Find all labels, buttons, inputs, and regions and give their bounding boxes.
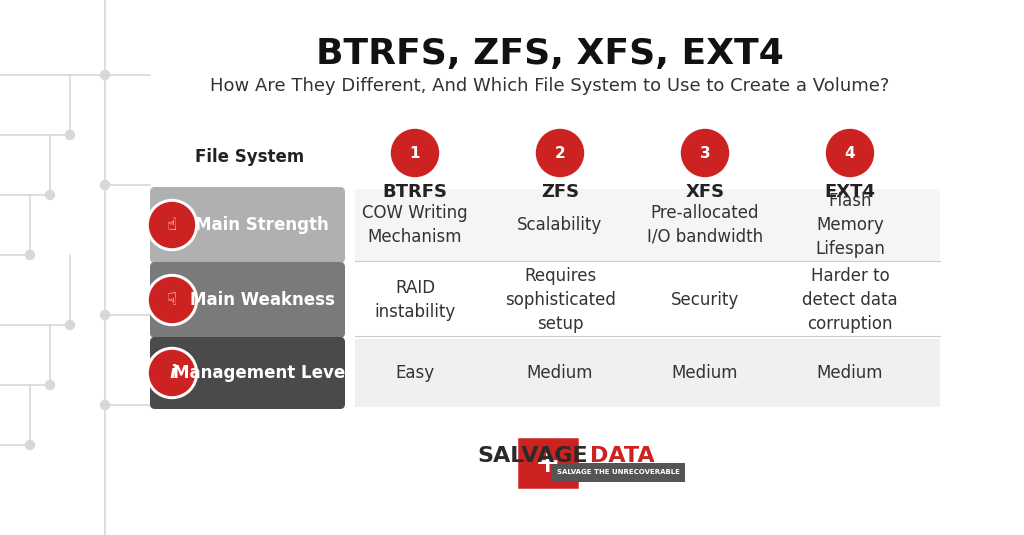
FancyBboxPatch shape bbox=[551, 463, 685, 482]
Circle shape bbox=[824, 127, 876, 179]
Text: Management Level: Management Level bbox=[173, 364, 351, 382]
Circle shape bbox=[150, 278, 195, 323]
Text: Flash
Memory
Lifespan: Flash Memory Lifespan bbox=[815, 193, 885, 257]
Text: 2: 2 bbox=[555, 146, 565, 160]
Text: Requires
sophisticated
setup: Requires sophisticated setup bbox=[505, 268, 615, 333]
Circle shape bbox=[535, 127, 586, 179]
FancyBboxPatch shape bbox=[150, 187, 345, 263]
Text: EXT4: EXT4 bbox=[824, 183, 876, 201]
Text: Main Weakness: Main Weakness bbox=[189, 291, 335, 309]
Circle shape bbox=[826, 129, 873, 177]
Text: Medium: Medium bbox=[817, 364, 884, 382]
Circle shape bbox=[26, 440, 35, 449]
FancyBboxPatch shape bbox=[355, 264, 940, 336]
Text: 1: 1 bbox=[410, 146, 420, 160]
Text: How Are They Different, And Which File System to Use to Create a Volume?: How Are They Different, And Which File S… bbox=[210, 77, 890, 95]
Text: Pre-allocated
I/O bandwidth: Pre-allocated I/O bandwidth bbox=[647, 204, 763, 246]
Circle shape bbox=[146, 348, 198, 399]
Text: BTRFS: BTRFS bbox=[383, 183, 447, 201]
Text: +: + bbox=[536, 448, 561, 478]
Text: Medium: Medium bbox=[526, 364, 593, 382]
FancyBboxPatch shape bbox=[516, 436, 580, 490]
Text: SALVAGE THE UNRECOVERABLE: SALVAGE THE UNRECOVERABLE bbox=[557, 470, 680, 476]
Text: BTRFS, ZFS, XFS, EXT4: BTRFS, ZFS, XFS, EXT4 bbox=[316, 37, 784, 71]
Text: RAID
instability: RAID instability bbox=[375, 279, 456, 321]
Text: 4: 4 bbox=[845, 146, 855, 160]
FancyBboxPatch shape bbox=[150, 337, 345, 409]
Text: ☝: ☝ bbox=[167, 216, 177, 234]
FancyBboxPatch shape bbox=[150, 262, 345, 338]
Text: DATA: DATA bbox=[590, 446, 654, 466]
Circle shape bbox=[100, 310, 110, 319]
Text: SALVAGE: SALVAGE bbox=[477, 446, 588, 466]
Circle shape bbox=[100, 71, 110, 80]
Circle shape bbox=[389, 127, 440, 179]
Circle shape bbox=[100, 180, 110, 189]
Circle shape bbox=[391, 129, 438, 177]
Text: Main Strength: Main Strength bbox=[196, 216, 329, 234]
Text: File System: File System bbox=[196, 148, 304, 166]
Text: 3: 3 bbox=[699, 146, 711, 160]
Circle shape bbox=[150, 350, 195, 395]
Text: COW Writing
Mechanism: COW Writing Mechanism bbox=[362, 204, 468, 246]
FancyBboxPatch shape bbox=[355, 339, 940, 407]
Text: i: i bbox=[169, 364, 175, 382]
Text: Harder to
detect data
corruption: Harder to detect data corruption bbox=[802, 268, 898, 333]
Circle shape bbox=[537, 129, 584, 177]
Text: Security: Security bbox=[671, 291, 739, 309]
Circle shape bbox=[45, 380, 54, 389]
Circle shape bbox=[100, 401, 110, 409]
Text: ZFS: ZFS bbox=[541, 183, 579, 201]
FancyBboxPatch shape bbox=[355, 189, 940, 261]
Circle shape bbox=[45, 190, 54, 200]
Text: Medium: Medium bbox=[672, 364, 738, 382]
Circle shape bbox=[26, 250, 35, 259]
Circle shape bbox=[146, 200, 198, 250]
Text: Easy: Easy bbox=[395, 364, 434, 382]
Circle shape bbox=[66, 320, 75, 330]
Text: Scalability: Scalability bbox=[517, 216, 603, 234]
Circle shape bbox=[66, 131, 75, 140]
Text: ☟: ☟ bbox=[167, 291, 177, 309]
Circle shape bbox=[680, 127, 730, 179]
Circle shape bbox=[150, 203, 195, 248]
Circle shape bbox=[146, 274, 198, 325]
Circle shape bbox=[682, 129, 728, 177]
Text: XFS: XFS bbox=[685, 183, 725, 201]
